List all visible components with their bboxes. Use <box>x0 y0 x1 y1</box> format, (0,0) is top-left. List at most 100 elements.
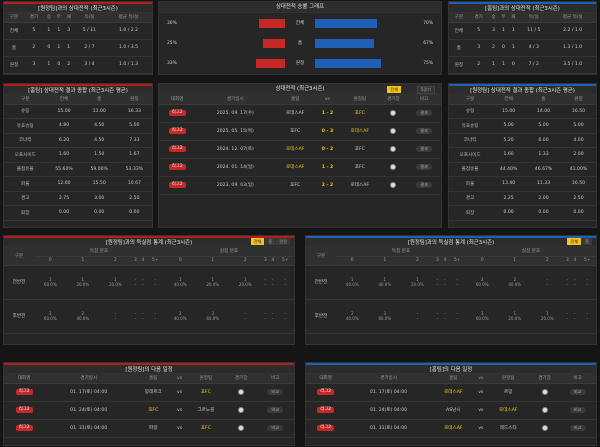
match-row: 리그2 2024. 01. 14(일) 로데스AF 1 - 2 포FC 결과 <box>159 158 441 177</box>
league-badge[interactable]: 리그2 <box>15 425 33 431</box>
home-team[interactable]: 포FC <box>133 401 174 420</box>
goal-count-header: 0 <box>465 256 499 266</box>
column-header: 구분 <box>306 247 336 266</box>
goal-count-header: 4 <box>269 256 277 266</box>
cell-pct: - <box>444 282 446 287</box>
cell-value: 16.33 <box>116 104 152 119</box>
league-badge[interactable]: 리그2 <box>168 164 186 170</box>
tab-2[interactable]: 원정 <box>276 238 290 245</box>
tab-1[interactable]: 홈 <box>582 238 592 245</box>
h2h-matches-panel: 상대전적 (최근3시즌) 전체 5경기 대회명 경기일시 홈팀 vs 원정팀 경기장 비고 리… <box>158 83 442 228</box>
tab-1[interactable]: 홈 <box>265 238 276 245</box>
goal-count-header: 1 <box>368 256 402 266</box>
home-team[interactable]: 로데스AF <box>275 104 316 123</box>
away-team[interactable]: 포FC <box>339 140 380 159</box>
away-team[interactable]: 로데스AF <box>486 401 530 420</box>
result-button[interactable]: 결과 <box>416 146 432 152</box>
cell-value: 1.33 <box>526 147 562 163</box>
compare-button[interactable]: 비교 <box>267 389 284 395</box>
away-team[interactable]: 로데스AF <box>339 122 380 141</box>
avg-table: 구분 전체 홈 원정 슈팅 15.00 13.00 16.33 유효슈팅 4.80 4.50 5.00… <box>4 95 152 221</box>
compare-button[interactable]: 비교 <box>267 407 284 413</box>
away-team[interactable]: 포FC <box>339 104 380 123</box>
match-date: 2024. 12. 07(토) <box>195 140 276 159</box>
league-cell: 리그2 <box>159 104 196 123</box>
away-team[interactable]: 포FC <box>339 158 380 177</box>
cell-value: 15.00 <box>46 104 82 119</box>
cell-count: - <box>244 311 246 316</box>
league-badge[interactable]: 리그2 <box>317 425 335 431</box>
goal-cell: -- <box>448 299 466 334</box>
graph-right-pct: 67% <box>423 40 433 46</box>
match-count-select[interactable]: 5경기 <box>416 86 435 94</box>
column-header: 승 <box>43 13 54 23</box>
cell-value: 7 / 2 <box>518 56 550 74</box>
league-cell: 리그2 <box>306 419 346 438</box>
home-team[interactable]: 로데스AF <box>431 383 475 402</box>
cell-value: 1 <box>53 39 64 57</box>
away-team[interactable]: 포FC <box>185 419 227 438</box>
cell-value: 4.80 <box>46 118 82 134</box>
home-team[interactable]: 로데스AF <box>275 140 316 159</box>
vs-label: vs <box>474 419 487 438</box>
table-row: 후반전 3 60.0% 2 40.0% - - - - - - - -2 40.0% 3 60.0% - - - - -… <box>4 299 294 334</box>
red-bar <box>262 38 285 48</box>
league-badge[interactable]: 리그2 <box>168 110 186 116</box>
home-team[interactable]: 파랑 <box>133 419 174 438</box>
result-button[interactable]: 결과 <box>416 164 432 170</box>
table-row: 후반전 2 40.0% 3 60.0% - - - - - - - -3 60.0% 1 20.0% 1 20.0… <box>306 299 596 334</box>
cell-pct: - <box>134 282 137 287</box>
away-team[interactable]: 포FC <box>185 383 227 402</box>
away-team[interactable]: 그르노블 <box>185 401 227 420</box>
compare-button[interactable]: 비교 <box>569 407 586 413</box>
compare-button[interactable]: 비교 <box>569 389 586 395</box>
away-team[interactable]: 로데스AF <box>339 176 380 195</box>
home-team[interactable]: 망래르크 <box>133 383 174 402</box>
table-row: 유효슈팅 5.00 5.00 5.00 <box>449 118 596 134</box>
column-header: 홈팀 <box>133 374 174 384</box>
cell-count: 1 <box>350 277 354 282</box>
column-header: 실점 분포 <box>465 247 596 257</box>
compare-button[interactable]: 비교 <box>569 425 586 431</box>
summary-table: 구분 경기 승 무 패 득/실 평균 득/실 전체 5 3 1 1 11 / 5 2.2 / 1.0 홈 3 2… <box>449 13 596 74</box>
column-header: 득/실 <box>73 13 105 23</box>
goals-table: 구분 득점 분포 실점 분포 0 1 2 3 4 5+ 0 1 2 3 4 5+ 전반전 1 40.0% 1 40.0… <box>306 247 596 334</box>
league-badge[interactable]: 리그2 <box>317 389 335 395</box>
home-team[interactable]: AS낭시 <box>431 401 475 420</box>
tab-0[interactable]: 전체 <box>250 238 265 245</box>
cell-pct: - <box>444 316 446 321</box>
league-badge[interactable]: 리그2 <box>168 182 186 188</box>
tab-all[interactable]: 전체 <box>387 86 401 93</box>
league-badge[interactable]: 리그2 <box>15 407 33 413</box>
tab-0[interactable]: 전체 <box>567 238 582 245</box>
match-date: 01. 24(토) 04:00 <box>44 401 134 420</box>
league-badge[interactable]: 리그2 <box>15 389 33 395</box>
home-team[interactable]: 포FC <box>275 122 316 141</box>
cell-value: 1.50 <box>81 147 117 163</box>
league-badge[interactable]: 리그2 <box>168 146 186 152</box>
away-team[interactable]: 르망 <box>486 383 530 402</box>
cell-pct: - <box>272 316 274 321</box>
cell-value: 2 <box>468 56 489 74</box>
league-badge[interactable]: 리그2 <box>317 407 335 413</box>
graph-right-bar <box>315 58 413 68</box>
cell-pct: - <box>566 316 568 321</box>
goal-cell: 2 40.0% <box>66 299 100 334</box>
cell-value: 1.0 / 2.2 <box>104 22 152 40</box>
table-row: 코너킥 6.20 4.50 7.33 <box>4 133 152 148</box>
ball-icon <box>390 127 397 134</box>
cell-value: 0 <box>53 56 64 74</box>
panel-title: 상대전적 (최근3시즌) <box>159 84 441 95</box>
result-button[interactable]: 결과 <box>416 110 432 116</box>
panel-title: 상대전적 승률 그래프 <box>159 2 441 13</box>
league-badge[interactable]: 리그2 <box>168 128 186 134</box>
goal-cell: -- <box>441 299 449 334</box>
home-team[interactable]: 포FC <box>275 176 316 195</box>
cell-count: 1 <box>48 277 52 282</box>
result-button[interactable]: 결과 <box>416 128 432 134</box>
compare-button[interactable]: 비교 <box>267 425 284 431</box>
result-button[interactable]: 결과 <box>416 182 432 188</box>
home-team[interactable]: 로데스AF <box>275 158 316 177</box>
home-team[interactable]: 로데스AF <box>431 419 475 438</box>
away-team[interactable]: 레드스타 <box>486 419 530 438</box>
